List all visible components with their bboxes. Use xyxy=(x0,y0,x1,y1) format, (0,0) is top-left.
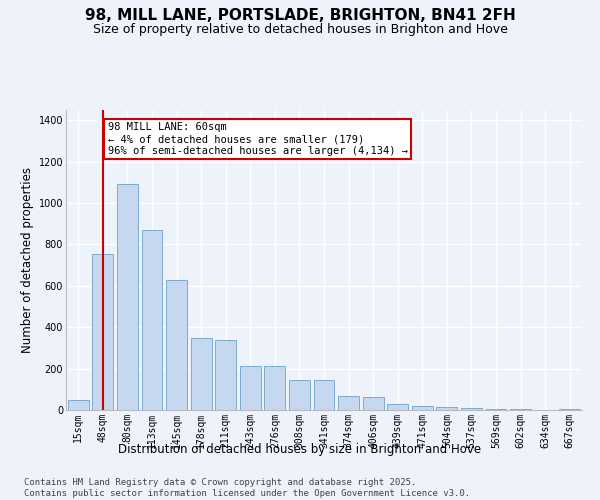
Y-axis label: Number of detached properties: Number of detached properties xyxy=(22,167,34,353)
Bar xyxy=(191,338,212,410)
Bar xyxy=(461,408,482,410)
Bar xyxy=(338,396,359,410)
Bar xyxy=(68,400,89,410)
Bar xyxy=(240,366,261,410)
Bar xyxy=(559,409,580,410)
Text: Distribution of detached houses by size in Brighton and Hove: Distribution of detached houses by size … xyxy=(118,442,482,456)
Bar xyxy=(215,340,236,410)
Bar xyxy=(314,380,334,410)
Bar xyxy=(289,380,310,410)
Text: 98, MILL LANE, PORTSLADE, BRIGHTON, BN41 2FH: 98, MILL LANE, PORTSLADE, BRIGHTON, BN41… xyxy=(85,8,515,22)
Bar xyxy=(387,404,408,410)
Text: 98 MILL LANE: 60sqm
← 4% of detached houses are smaller (179)
96% of semi-detach: 98 MILL LANE: 60sqm ← 4% of detached hou… xyxy=(108,122,408,156)
Bar xyxy=(166,280,187,410)
Bar xyxy=(436,408,457,410)
Text: Contains HM Land Registry data © Crown copyright and database right 2025.
Contai: Contains HM Land Registry data © Crown c… xyxy=(24,478,470,498)
Bar xyxy=(362,396,383,410)
Bar xyxy=(412,406,433,410)
Bar xyxy=(117,184,138,410)
Bar xyxy=(510,409,531,410)
Text: Size of property relative to detached houses in Brighton and Hove: Size of property relative to detached ho… xyxy=(92,22,508,36)
Bar xyxy=(92,254,113,410)
Bar xyxy=(142,230,163,410)
Bar xyxy=(265,366,286,410)
Bar xyxy=(485,408,506,410)
